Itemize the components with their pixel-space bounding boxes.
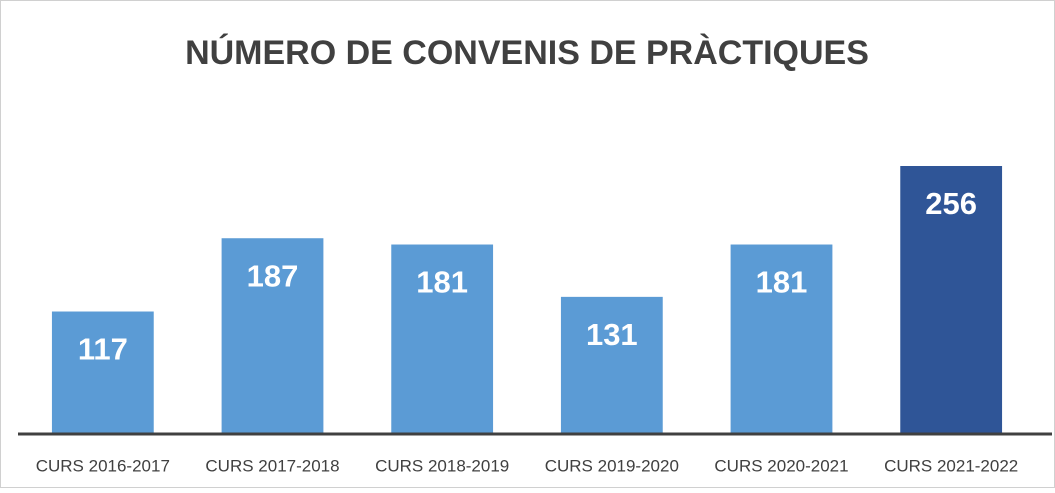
- data-label: 131: [586, 317, 638, 352]
- data-label: 117: [78, 332, 128, 367]
- data-label: 187: [247, 258, 299, 293]
- data-label: 181: [756, 265, 808, 300]
- x-tick-label: CURS 2017-2018: [205, 456, 339, 475]
- data-label: 181: [416, 265, 468, 300]
- bar: [730, 244, 833, 434]
- x-tick-label: CURS 2020-2021: [714, 456, 848, 475]
- bar: [51, 311, 154, 434]
- x-tick-label: CURS 2019-2020: [545, 456, 679, 475]
- bar: [560, 296, 663, 434]
- x-tick-label: CURS 2018-2019: [375, 456, 509, 475]
- bar: [221, 238, 324, 434]
- x-tick-label: CURS 2016-2017: [36, 456, 170, 475]
- data-label: 256: [925, 186, 977, 221]
- chart-title: NÚMERO DE CONVENIS DE PRÀCTIQUES: [185, 34, 869, 72]
- bar: [391, 244, 494, 434]
- x-tick-label: CURS 2021-2022: [884, 456, 1018, 475]
- bar: [900, 166, 1003, 434]
